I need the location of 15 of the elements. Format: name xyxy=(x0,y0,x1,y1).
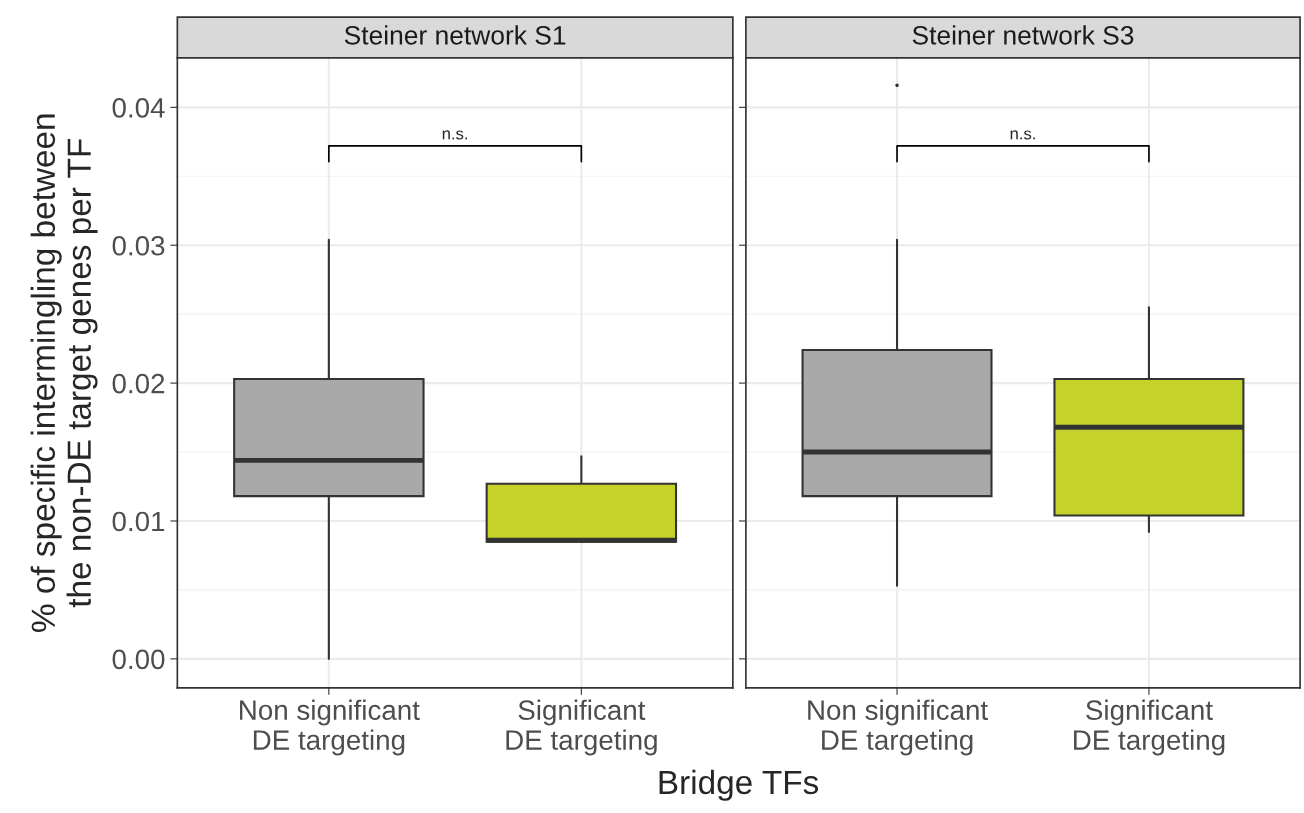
y-tick-label: 0.02 xyxy=(112,373,165,394)
x-tick-label: Non significant DE targeting xyxy=(240,699,420,756)
x-tick-label: Significant DE targeting xyxy=(1074,699,1225,756)
annotation: n.s. xyxy=(1010,130,1035,140)
y-tick-label: 0.04 xyxy=(112,98,165,118)
y-axis-title: % of specific intermingling between the non-DE target genes per TF xyxy=(30,114,98,632)
annotation: n.s. xyxy=(442,130,468,140)
y-tick-label: 0.01 xyxy=(112,511,165,532)
x-tick-label: Non significant DE targeting xyxy=(808,699,988,756)
chart-title: Steiner network S1 xyxy=(344,25,566,45)
x-tick-label: Significant DE targeting xyxy=(506,699,657,756)
y-tick-label: 0.00 xyxy=(112,649,165,670)
chart-title: Steiner network S3 xyxy=(912,25,1134,45)
x-axis-title: Bridge TFs xyxy=(659,769,819,801)
y-tick-label: 0.03 xyxy=(112,235,165,256)
